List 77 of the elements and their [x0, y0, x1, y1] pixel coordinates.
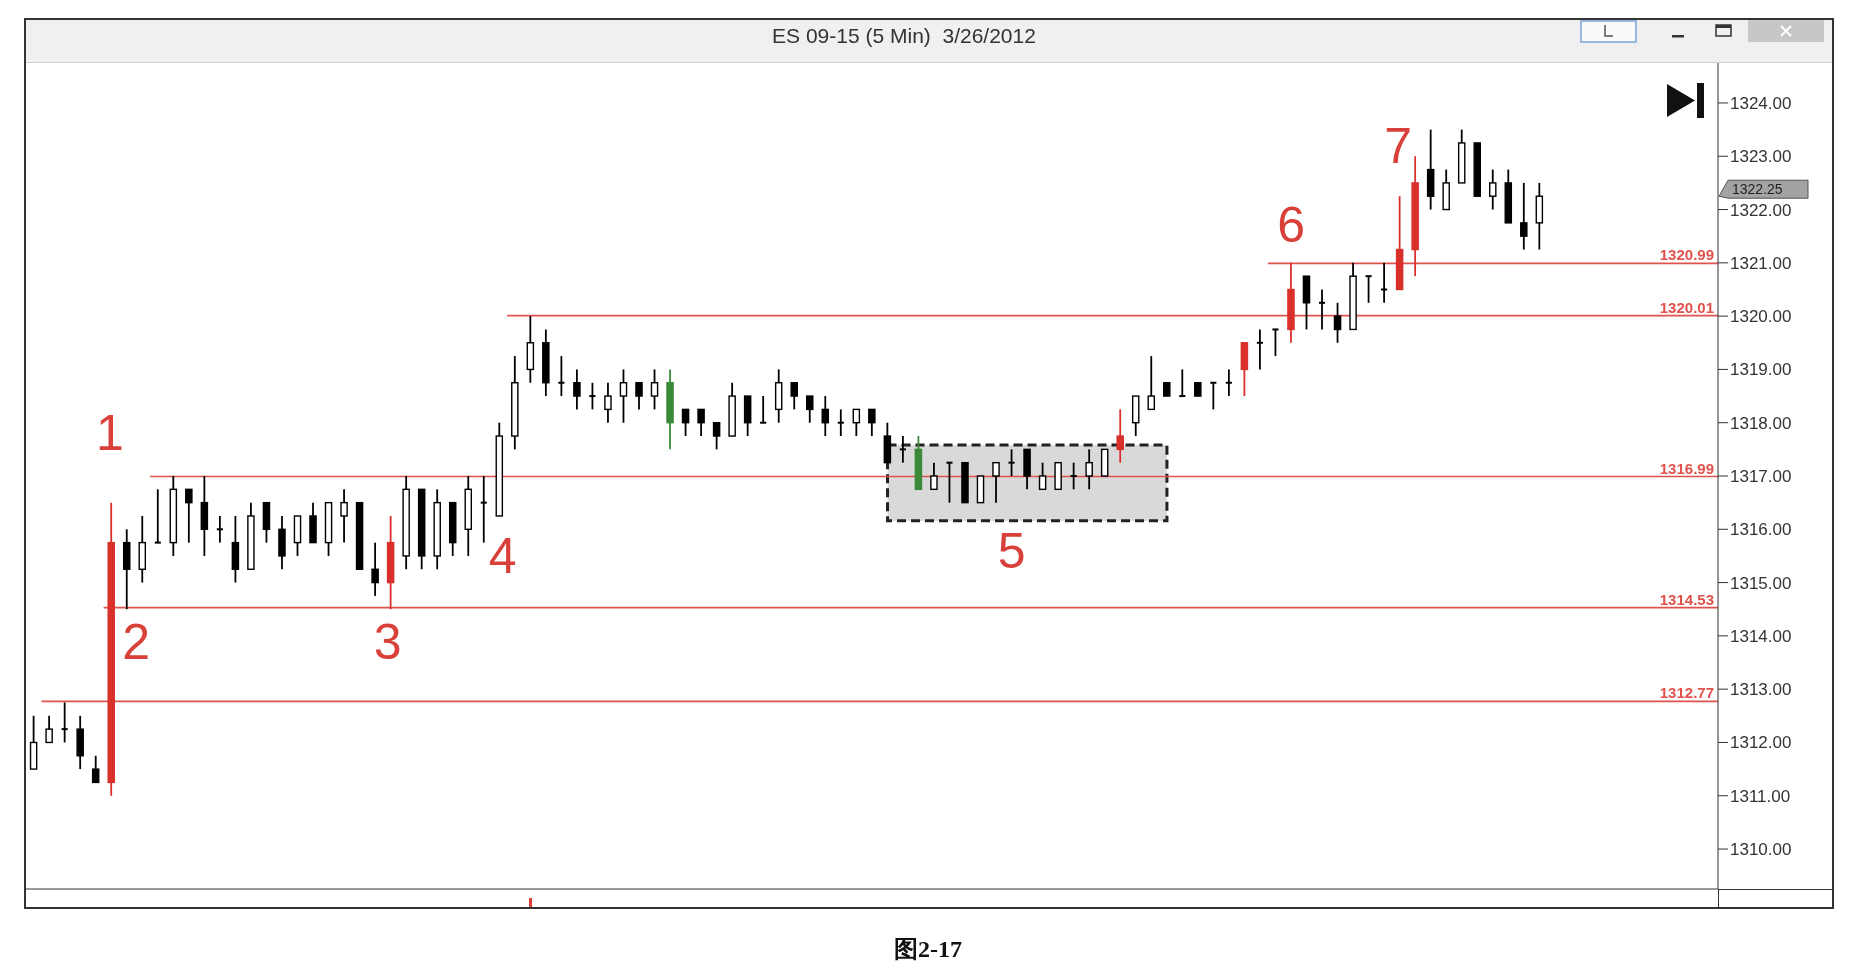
candlestick	[558, 355, 565, 397]
y-tick-label: 1310.00	[1730, 840, 1792, 860]
candlestick	[1333, 301, 1342, 344]
candlestick	[573, 368, 581, 411]
candlestick	[1070, 461, 1077, 491]
ref-line-label: 1320.01	[1659, 298, 1714, 316]
candlestick	[821, 395, 830, 437]
candlestick	[852, 408, 861, 437]
candlestick	[1256, 328, 1263, 371]
candlestick	[1365, 275, 1372, 304]
candlestick	[635, 381, 643, 411]
candlestick	[760, 395, 767, 424]
y-tick-label: 1314.00	[1730, 626, 1792, 646]
y-tick-label: 1311.00	[1730, 786, 1791, 806]
y-tick-label: 1322.00	[1730, 200, 1792, 220]
ref-line-label: 1316.99	[1659, 459, 1714, 477]
y-tick-label: 1324.00	[1730, 94, 1792, 113]
candlestick	[790, 381, 798, 411]
candlestick	[1520, 182, 1528, 251]
candlestick	[480, 475, 487, 544]
candlestick	[1038, 461, 1047, 491]
candlestick	[216, 515, 223, 544]
candlestick	[589, 381, 596, 411]
candlestick	[1489, 168, 1497, 211]
candlestick	[185, 488, 193, 544]
y-tick-label: 1323.00	[1730, 147, 1792, 167]
annotation: 1	[95, 404, 124, 461]
candlestick	[1381, 261, 1388, 304]
annotation: 6	[1277, 196, 1306, 253]
candlestick	[712, 421, 721, 451]
candlestick	[1225, 368, 1232, 397]
annotation: 7	[1384, 118, 1413, 175]
candlestick	[1116, 408, 1124, 464]
y-tick-label: 1317.00	[1730, 467, 1792, 487]
caption: 图2-17	[893, 935, 963, 964]
y-tick-label: 1313.00	[1730, 680, 1792, 700]
y-tick-label: 1321.00	[1730, 253, 1792, 273]
candlestick	[61, 701, 68, 744]
annotation: 2	[122, 614, 151, 671]
candlestick	[837, 408, 844, 437]
text: 1322.25	[1732, 181, 1783, 198]
candlestick	[868, 408, 876, 437]
ref-line-label: 1312.77	[1659, 684, 1714, 702]
candlestick	[1147, 355, 1156, 411]
y-tick-label: 1320.00	[1730, 307, 1792, 327]
annotation: 3	[373, 614, 402, 671]
candlestick	[340, 488, 348, 544]
candlestick	[619, 368, 628, 424]
candlestick	[45, 714, 53, 744]
candlestick	[154, 488, 161, 544]
y-tick-label: 1315.00	[1730, 573, 1792, 593]
y-tick-label: 1316.00	[1730, 520, 1792, 540]
candlestick	[930, 461, 938, 491]
candlestick	[1272, 328, 1279, 357]
candlestick	[604, 381, 612, 424]
candlestick	[91, 754, 100, 784]
candlestick	[681, 408, 690, 437]
candlestick	[650, 368, 659, 411]
candlestick	[805, 395, 814, 424]
candlestick	[1318, 288, 1326, 331]
candlestick	[1085, 448, 1093, 491]
candlestick	[697, 408, 705, 437]
ref-line-label: 1314.53	[1659, 590, 1714, 608]
candlestick	[371, 541, 379, 597]
chart-title: ES 09-15 (5 Min) 3/26/2012	[771, 24, 1037, 48]
candlestick	[1008, 448, 1015, 477]
annotation: 5	[997, 522, 1026, 579]
y-tick-label: 1318.00	[1730, 413, 1792, 433]
candlestick	[992, 461, 1000, 504]
candlestick	[899, 435, 906, 464]
candlestick	[1179, 368, 1186, 398]
y-tick-label: 1319.00	[1730, 360, 1792, 380]
y-tick-label: 1312.00	[1730, 733, 1792, 753]
ref-line-label: 1320.99	[1659, 246, 1714, 264]
annotation: 4	[488, 527, 517, 584]
candlestick	[946, 461, 953, 504]
candlestick	[1210, 381, 1217, 411]
